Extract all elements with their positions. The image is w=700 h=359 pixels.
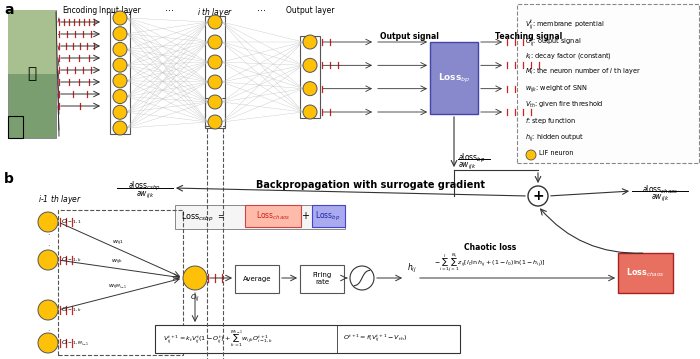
Text: Input layer: Input layer [99, 6, 141, 15]
Circle shape [113, 90, 127, 103]
Bar [8, 116, 23, 138]
Circle shape [38, 250, 58, 270]
Text: $\partial$loss$_{csbp}$: $\partial$loss$_{csbp}$ [129, 180, 162, 193]
Text: $w_{ij1}$: $w_{ij1}$ [111, 239, 123, 248]
Text: $O_{i-1,M_{i-1}}$: $O_{i-1,M_{i-1}}$ [61, 338, 90, 348]
Text: Loss$_{csbp}$  =: Loss$_{csbp}$ = [181, 210, 225, 224]
Circle shape [208, 55, 222, 69]
Text: $O_{i-1,k}$: $O_{i-1,k}$ [61, 256, 82, 264]
Text: Firing
rate: Firing rate [312, 272, 332, 285]
Text: Loss$_{bp}$: Loss$_{bp}$ [315, 209, 341, 223]
Circle shape [113, 42, 127, 56]
Bar [312, 205, 345, 227]
Bar [205, 98, 225, 126]
Bar [430, 42, 478, 114]
Circle shape [350, 266, 374, 290]
Text: Output layer: Output layer [286, 6, 335, 15]
Bar [245, 205, 301, 227]
Text: $\partial$loss$_{chaos}$: $\partial$loss$_{chaos}$ [642, 183, 678, 196]
Circle shape [528, 186, 548, 206]
Circle shape [303, 58, 317, 72]
Text: ···: ··· [258, 6, 267, 16]
Text: Chaotic loss: Chaotic loss [464, 243, 516, 252]
Text: Loss$_{bp}$: Loss$_{bp}$ [438, 71, 470, 85]
Text: $i$ th layer: $i$ th layer [197, 6, 233, 19]
Bar [155, 325, 460, 353]
Circle shape [113, 11, 127, 25]
Circle shape [38, 300, 58, 320]
Text: Loss$_{chaos}$: Loss$_{chaos}$ [256, 210, 290, 222]
Text: Output signal: Output signal [380, 32, 439, 41]
Text: $k_i$: decay factor (constant): $k_i$: decay factor (constant) [525, 51, 612, 61]
Circle shape [183, 266, 207, 290]
Circle shape [208, 95, 222, 109]
Text: Encoding: Encoding [62, 6, 97, 15]
Text: $\partial$loss$_{bp}$: $\partial$loss$_{bp}$ [458, 152, 485, 165]
Bar [58, 210, 183, 355]
Text: $w_{ijk}$: $w_{ijk}$ [111, 258, 124, 267]
Circle shape [208, 15, 222, 29]
Text: $V_{ij}^{t+1} = k_t V_{ij}^t(1-O_{ij}^t) + \sum_{k=1}^{M_{i-1}} w_{ijk} O_{i-1,k: $V_{ij}^{t+1} = k_t V_{ij}^t(1-O_{ij}^t)… [163, 328, 274, 350]
Bar [8, 10, 56, 74]
Circle shape [113, 121, 127, 135]
Circle shape [113, 58, 127, 72]
Text: $O_{i-1,1}$: $O_{i-1,1}$ [61, 218, 82, 226]
Text: ·
·: · · [47, 316, 49, 336]
Text: $h_{ij}$: hidden output: $h_{ij}$: hidden output [525, 132, 584, 144]
Text: $\partial w_{ijk}$: $\partial w_{ijk}$ [651, 193, 669, 204]
Text: Backpropagation with surrogate gradient: Backpropagation with surrogate gradient [256, 180, 484, 190]
Text: Teaching signal: Teaching signal [495, 32, 562, 41]
Text: $O^{t+1} = f(V_{ij}^{t+1} - V_{th})$: $O^{t+1} = f(V_{ij}^{t+1} - V_{th})$ [343, 333, 407, 345]
Text: $\partial w_{ijk}$: $\partial w_{ijk}$ [458, 161, 477, 172]
Circle shape [208, 75, 222, 89]
Text: ·
·: · · [47, 231, 49, 251]
Text: $i$-1 th layer: $i$-1 th layer [38, 193, 82, 206]
Text: $O^t_{ij}$: output signal: $O^t_{ij}$: output signal [525, 34, 581, 49]
Text: Average: Average [243, 276, 272, 282]
FancyBboxPatch shape [517, 4, 699, 163]
Bar [110, 12, 130, 134]
Circle shape [208, 115, 222, 129]
Text: $O_{i-1,k}$: $O_{i-1,k}$ [61, 306, 82, 314]
Text: b: b [4, 172, 14, 186]
Bar [300, 36, 320, 118]
Bar [235, 265, 279, 293]
Bar [618, 253, 673, 293]
Text: $-\sum_{i=1}^{l}\sum_{j=1}^{N_i}z_{ij}[l_0\ln h_{ij}+(1-l_0)\ln(1-h_{ij})]$: $-\sum_{i=1}^{l}\sum_{j=1}^{N_i}z_{ij}[l… [434, 253, 546, 275]
Circle shape [303, 35, 317, 49]
Text: $\partial w_{ijk}$: $\partial w_{ijk}$ [136, 190, 154, 201]
Text: $V^t_{ij}$: membrane potential: $V^t_{ij}$: membrane potential [525, 18, 604, 32]
Text: $f$: step function: $f$: step function [525, 116, 575, 126]
Text: $V_{th}$: given fire threshold: $V_{th}$: given fire threshold [525, 100, 603, 110]
Text: a: a [4, 3, 13, 17]
Text: +: + [301, 211, 309, 221]
Circle shape [303, 81, 317, 95]
Circle shape [303, 105, 317, 119]
Text: $O_{ij}$: $O_{ij}$ [190, 293, 200, 304]
Text: LIF neuron: LIF neuron [539, 150, 573, 156]
Circle shape [113, 105, 127, 119]
Circle shape [208, 35, 222, 49]
Text: 🐕: 🐕 [27, 66, 36, 81]
Text: $h_{ij}$: $h_{ij}$ [407, 262, 416, 275]
Circle shape [113, 74, 127, 88]
Text: $w_{ijM_{i-1}}$: $w_{ijM_{i-1}}$ [108, 283, 127, 292]
Text: $w_{ijk}$: weight of SNN: $w_{ijk}$: weight of SNN [525, 84, 587, 95]
Bar [175, 205, 345, 229]
Text: $M_i$: the neuron number of $i$ th layer: $M_i$: the neuron number of $i$ th layer [525, 67, 641, 77]
Text: +: + [532, 189, 544, 203]
Circle shape [38, 333, 58, 353]
Text: ···: ··· [165, 6, 174, 16]
Bar [205, 16, 225, 128]
Bar [8, 10, 56, 138]
Circle shape [526, 150, 536, 160]
Circle shape [113, 27, 127, 41]
Circle shape [38, 212, 58, 232]
Bar [300, 265, 344, 293]
Text: Loss$_{chaos}$: Loss$_{chaos}$ [626, 267, 665, 279]
